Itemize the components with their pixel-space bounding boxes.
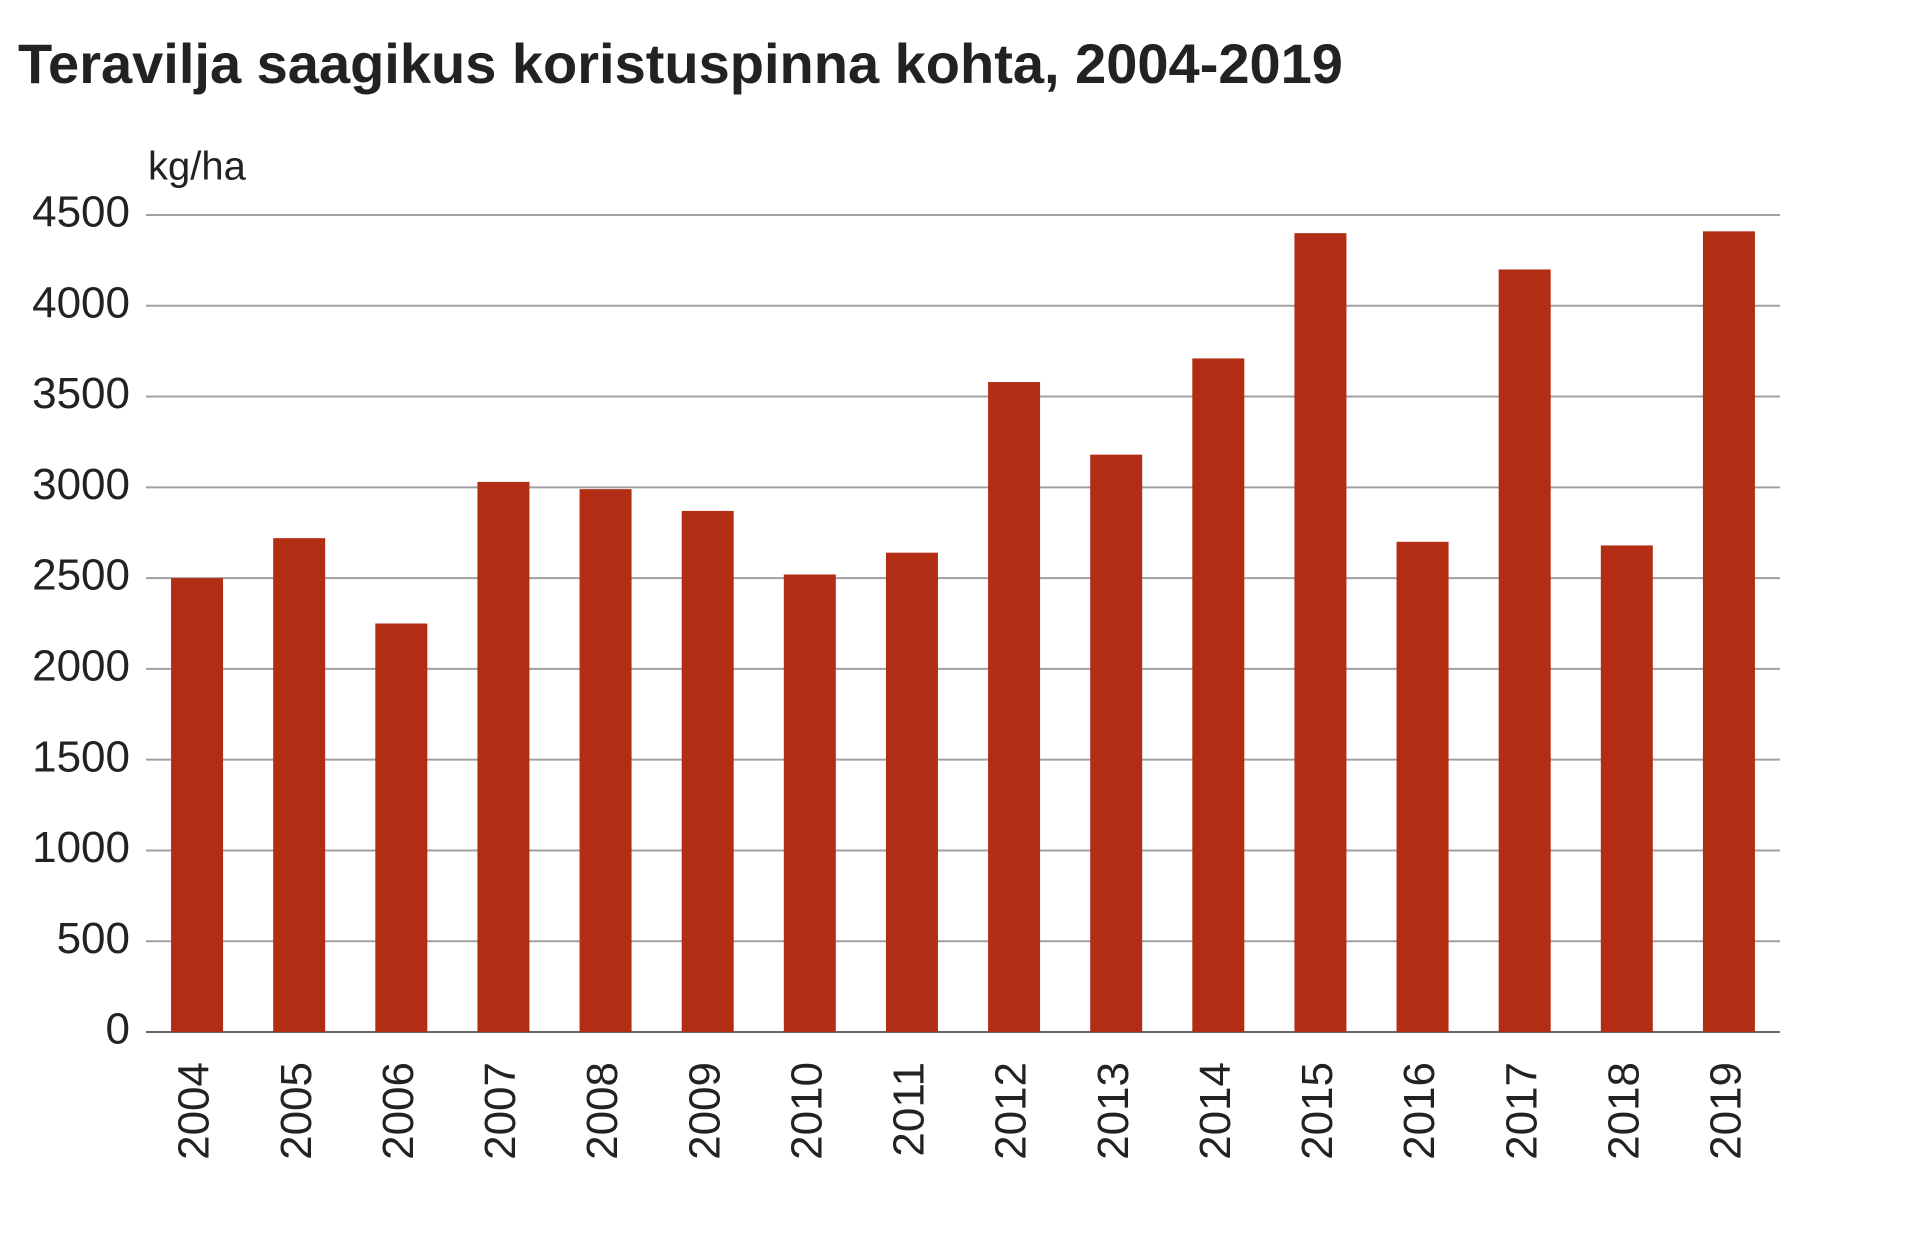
bar bbox=[681, 510, 734, 1032]
bar bbox=[579, 489, 632, 1032]
bar bbox=[375, 623, 428, 1032]
bar bbox=[1600, 545, 1653, 1032]
bar bbox=[171, 578, 224, 1032]
bar bbox=[885, 552, 938, 1032]
bar bbox=[1294, 233, 1347, 1033]
y-tick-label: 2000 bbox=[32, 642, 130, 691]
x-tick-label: 2012 bbox=[987, 1062, 1036, 1160]
y-tick-label: 0 bbox=[106, 1005, 130, 1054]
bar bbox=[273, 538, 326, 1032]
bar bbox=[1090, 454, 1143, 1032]
x-tick-label: 2007 bbox=[476, 1062, 525, 1160]
x-tick-label: 2019 bbox=[1702, 1062, 1751, 1160]
x-tick-label: 2011 bbox=[885, 1062, 934, 1157]
y-tick-label: 4500 bbox=[32, 188, 130, 237]
x-tick-label: 2006 bbox=[374, 1062, 423, 1160]
y-tick-label: 4000 bbox=[32, 278, 130, 327]
x-tick-label: 2015 bbox=[1293, 1062, 1342, 1160]
x-tick-label: 2010 bbox=[782, 1062, 831, 1160]
y-tick-label: 1000 bbox=[32, 823, 130, 872]
x-tick-label: 2017 bbox=[1497, 1062, 1546, 1160]
x-tick-label: 2005 bbox=[272, 1062, 321, 1160]
x-tick-label: 2008 bbox=[578, 1062, 627, 1160]
y-axis-label: kg/ha bbox=[148, 145, 247, 189]
y-tick-label: 2500 bbox=[32, 551, 130, 600]
y-tick-label: 3500 bbox=[32, 369, 130, 418]
bar bbox=[783, 574, 836, 1032]
bar bbox=[477, 481, 530, 1032]
x-tick-label: 2016 bbox=[1395, 1062, 1444, 1160]
bar bbox=[988, 382, 1041, 1032]
y-tick-label: 500 bbox=[57, 914, 130, 963]
bar bbox=[1192, 358, 1245, 1032]
chart-title: Teravilja saagikus koristuspinna kohta, … bbox=[18, 32, 1343, 95]
bar bbox=[1396, 541, 1449, 1032]
x-tick-label: 2018 bbox=[1599, 1062, 1648, 1160]
x-tick-label: 2009 bbox=[680, 1062, 729, 1160]
x-tick-label: 2014 bbox=[1191, 1062, 1240, 1160]
x-tick-label: 2013 bbox=[1089, 1062, 1138, 1160]
y-tick-label: 1500 bbox=[32, 732, 130, 781]
y-tick-label: 3000 bbox=[32, 460, 130, 509]
x-tick-label: 2004 bbox=[170, 1062, 219, 1160]
bar bbox=[1498, 269, 1551, 1032]
bar bbox=[1702, 231, 1755, 1033]
